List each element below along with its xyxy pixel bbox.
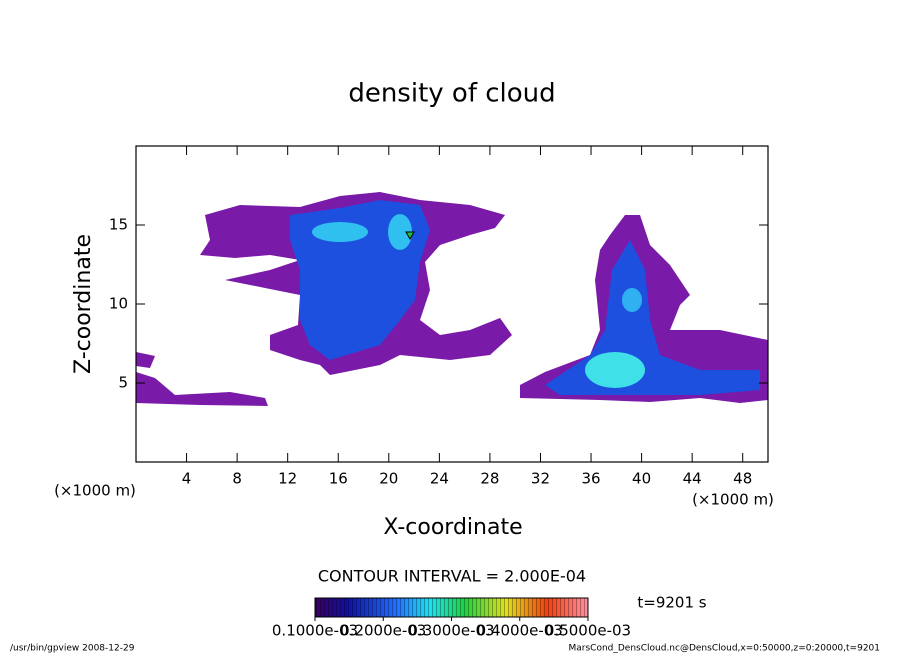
contour-field: [136, 192, 768, 406]
y-tick-label: 15: [109, 216, 128, 234]
colorbar-tick-label: 0.4000e-03: [477, 622, 563, 640]
x-tick-label: 28: [480, 470, 499, 488]
x-tick-label: 12: [278, 470, 297, 488]
x-tick-label: 32: [531, 470, 550, 488]
x-axis-label: X-coordinate: [383, 515, 522, 540]
y-tick-label: 5: [118, 374, 128, 392]
x-unit-label: (×1000 m): [692, 491, 774, 509]
x-unit-label: (×1000 m): [54, 482, 136, 500]
x-tick-label: 48: [733, 470, 752, 488]
footer-left: /usr/bin/gpview 2008-12-29: [10, 644, 135, 654]
colorbar-tick-label: 0.3000e-03: [408, 622, 494, 640]
colorbar-tick-label: 0.1000e-03: [272, 622, 358, 640]
time-label: t=9201 s: [637, 594, 706, 612]
x-tick-label: 4: [182, 470, 192, 488]
x-tick-label: 8: [232, 470, 242, 488]
x-tick-label: 20: [379, 470, 398, 488]
footer-right: MarsCond_DensCloud.nc@DensCloud,x=0:5000…: [569, 644, 881, 654]
colorbar-frame: [314, 597, 589, 618]
x-tick-label: 16: [329, 470, 348, 488]
colorbar-tick-label: 0.5000e-03: [545, 622, 631, 640]
x-tick-label: 36: [581, 470, 600, 488]
plot-frame: [135, 145, 769, 463]
x-tick-label: 44: [683, 470, 702, 488]
x-tick-label: 40: [632, 470, 651, 488]
chart-title: density of cloud: [348, 79, 555, 109]
contour-interval: CONTOUR INTERVAL = 2.000E-04: [318, 567, 586, 586]
y-axis-label: Z-coordinate: [71, 234, 96, 374]
x-tick-label: 24: [430, 470, 449, 488]
colorbar-tick-label: 0.2000e-03: [340, 622, 426, 640]
y-tick-label: 10: [109, 295, 128, 313]
